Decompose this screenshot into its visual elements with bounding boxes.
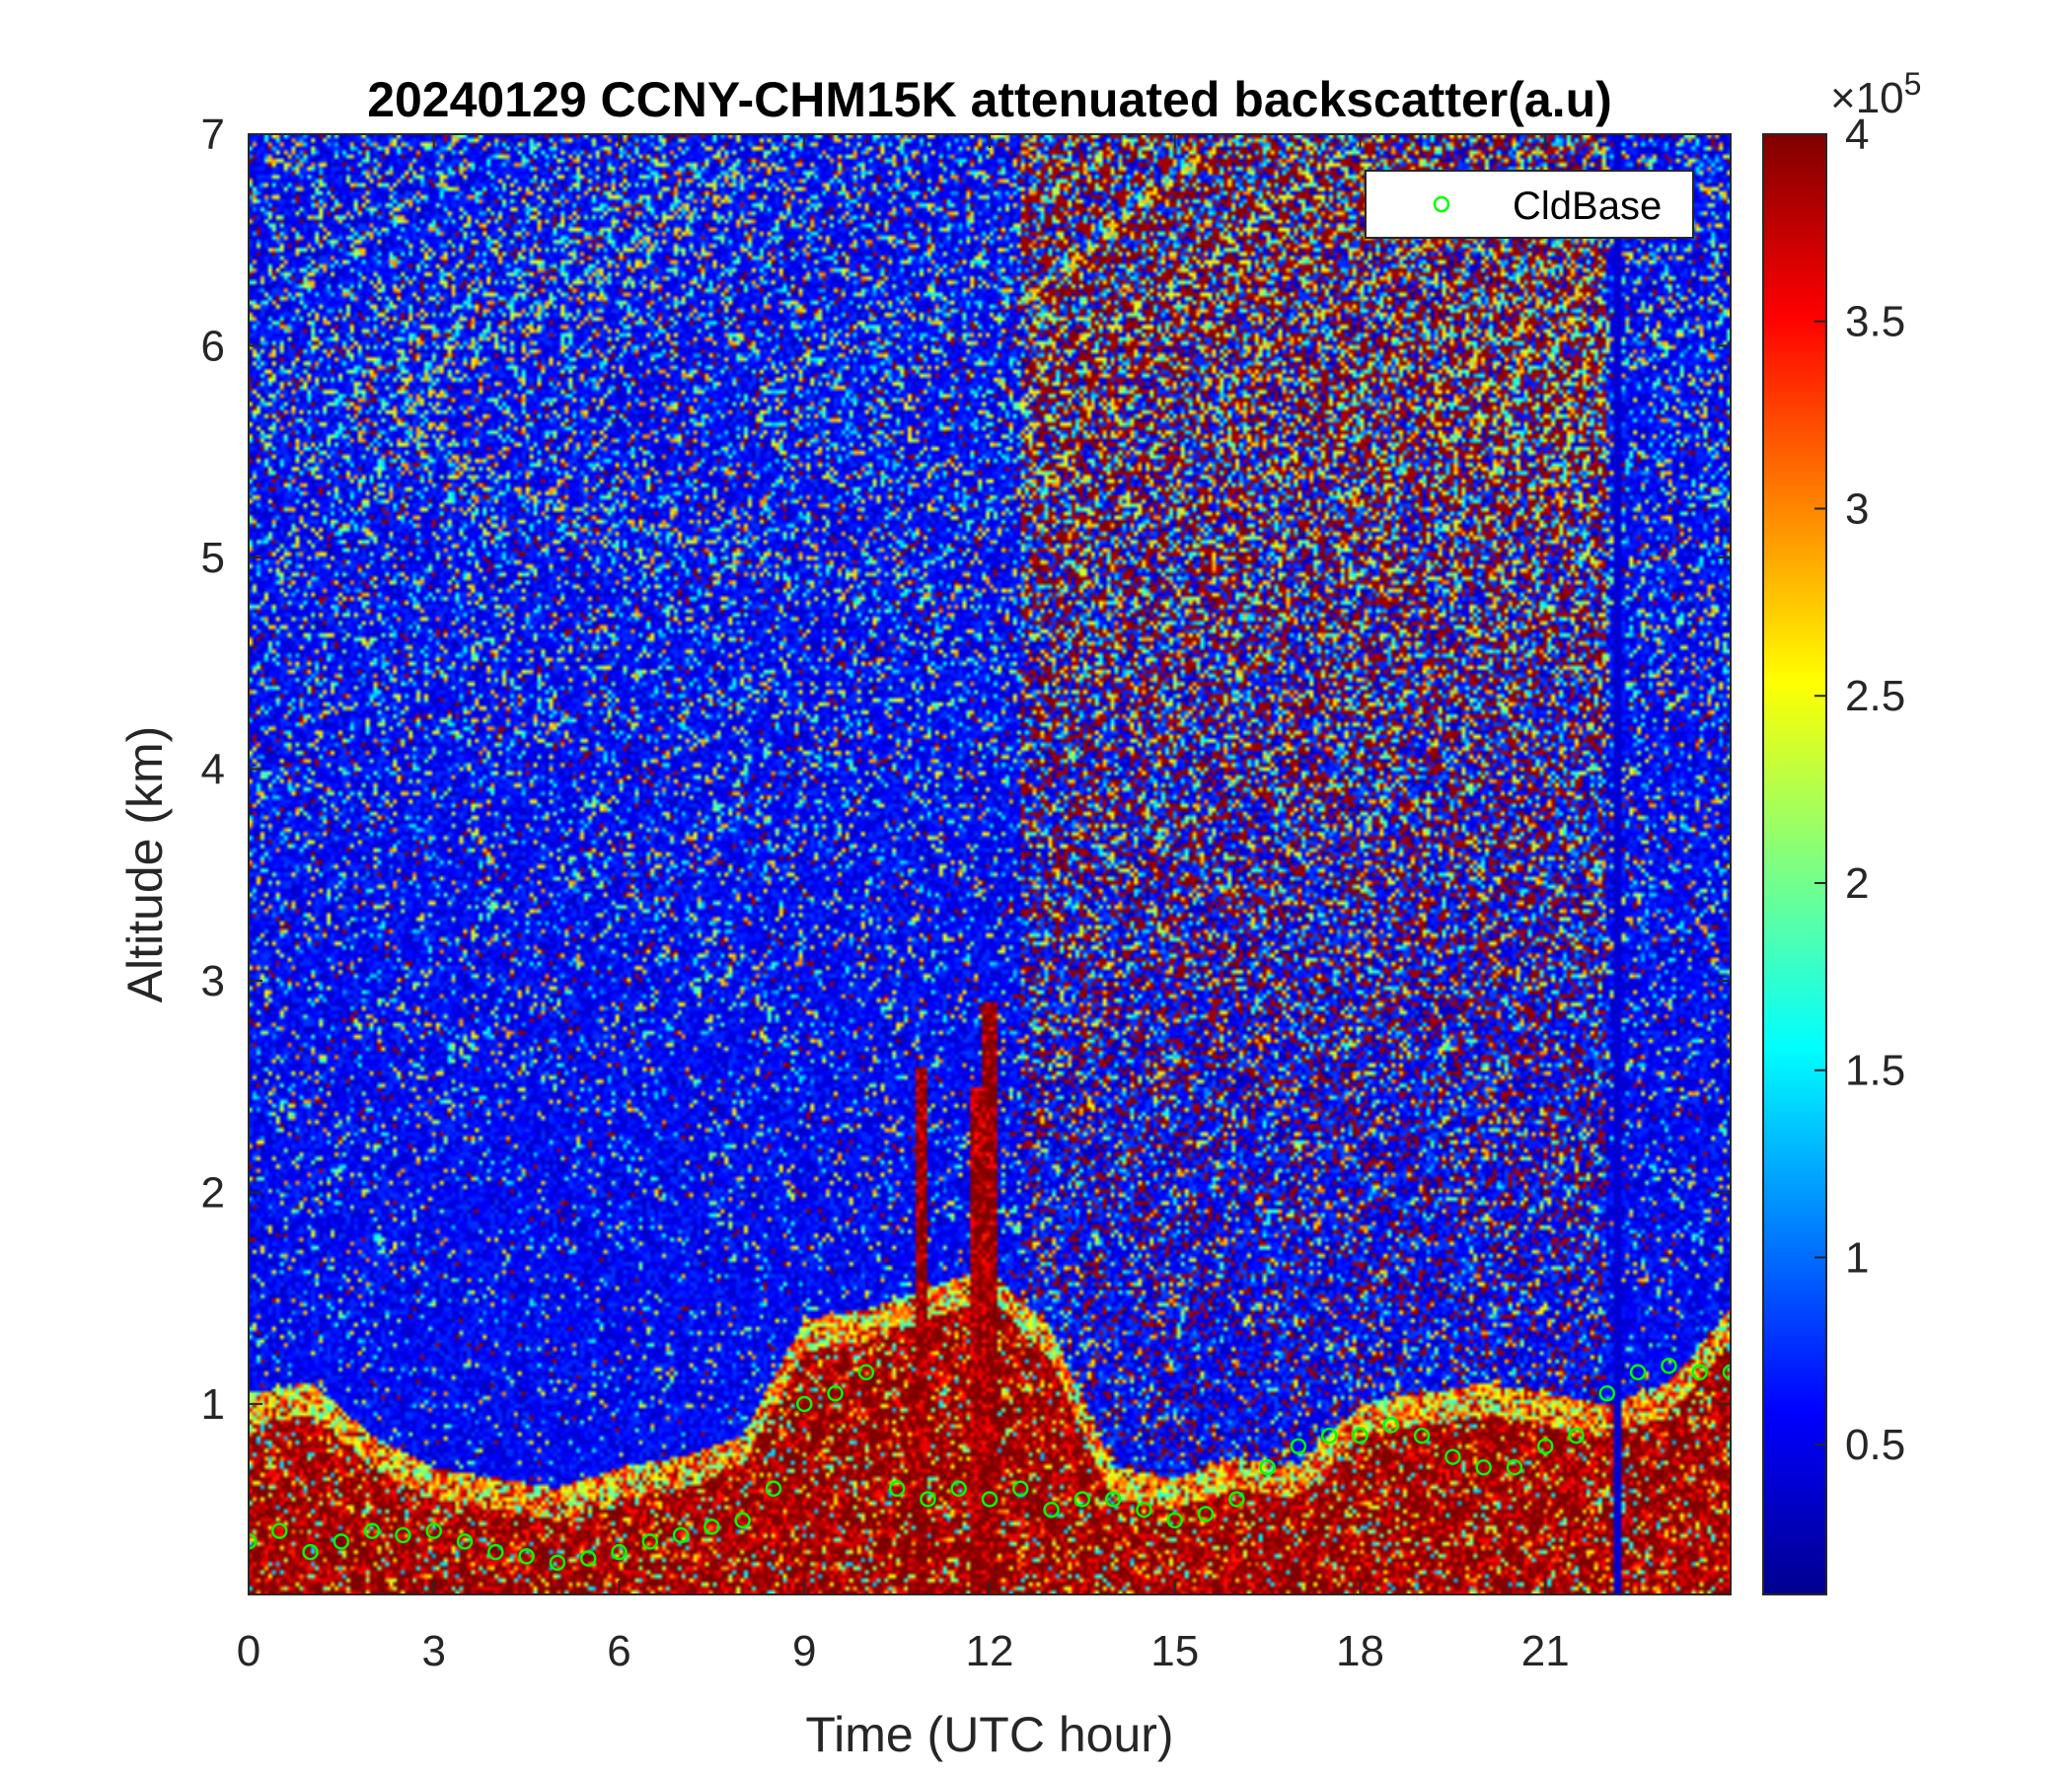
- cldbase-point: [1228, 1491, 1245, 1508]
- cldbase-point: [827, 1384, 844, 1402]
- y-tick-label: 6: [201, 322, 225, 370]
- colorbar-fill: [1762, 133, 1827, 1595]
- cldbase-point: [1043, 1501, 1060, 1518]
- cldbase-point: [1568, 1427, 1585, 1444]
- cldbase-point: [456, 1533, 474, 1550]
- colorbar-tick-label: 1: [1845, 1233, 1869, 1282]
- cldbase-point: [579, 1550, 597, 1567]
- cldbase-point: [1629, 1364, 1647, 1381]
- cldbase-point: [950, 1480, 967, 1498]
- cldbase-point: [1506, 1459, 1523, 1476]
- cldbase-point: [981, 1491, 999, 1508]
- cldbase-point: [888, 1480, 906, 1498]
- cldbase-point: [1691, 1364, 1708, 1381]
- y-tick-label: 5: [201, 534, 225, 582]
- chart-title: 20240129 CCNY-CHM15K attenuated backscat…: [367, 72, 1612, 127]
- legend-box: [1365, 170, 1694, 239]
- x-tick-label: 3: [422, 1627, 446, 1675]
- cldbase-point: [549, 1554, 566, 1572]
- cldbase-point: [1104, 1491, 1122, 1508]
- cldbase-point: [1073, 1491, 1091, 1508]
- cldbase-point: [734, 1512, 751, 1529]
- y-axis-label: Altitude (km): [117, 726, 173, 1003]
- cldbase-point: [333, 1533, 350, 1550]
- cldbase-point: [672, 1526, 690, 1544]
- cldbase-point: [1598, 1384, 1616, 1402]
- x-tick-label: 12: [966, 1627, 1014, 1675]
- cldbase-point: [703, 1518, 720, 1535]
- cldbase-point: [249, 1533, 258, 1550]
- colorbar-tick-label: 3.5: [1845, 298, 1905, 346]
- cldbase-point: [302, 1543, 319, 1561]
- cldbase-point: [363, 1522, 381, 1539]
- legend-label-cldbase: CldBase: [1513, 185, 1662, 228]
- colorbar-tick-label: 0.5: [1845, 1421, 1905, 1469]
- cldbase-point: [1012, 1480, 1029, 1498]
- cldbase-point: [271, 1522, 288, 1539]
- x-axis: 0 3 6 9 12 15 18 21: [237, 134, 1570, 1675]
- backscatter-heatmap: [249, 134, 1731, 1594]
- x-tick-label: 9: [792, 1627, 816, 1675]
- cldbase-point: [1475, 1459, 1492, 1476]
- cldbase-point: [1444, 1448, 1461, 1465]
- y-tick-label: 7: [201, 111, 225, 159]
- colorbar-tick-label: 2.5: [1845, 672, 1905, 720]
- colorbar-multiplier-base: ×10: [1830, 74, 1904, 122]
- cldbase-point: [1661, 1358, 1677, 1374]
- x-tick-label: 6: [607, 1627, 630, 1675]
- y-axis: 1 2 3 4 5 6 7: [201, 111, 1731, 1429]
- colorbar-multiplier: ×105: [1830, 66, 1921, 122]
- colorbar-multiplier-exponent: 5: [1904, 66, 1922, 102]
- cldbase-point: [395, 1526, 411, 1544]
- cldbase-point: [1320, 1427, 1338, 1444]
- cldbase-point: [611, 1543, 628, 1561]
- cldbase-point: [425, 1522, 442, 1539]
- colorbar-tick-label: 2: [1845, 859, 1869, 908]
- x-tick-label: 21: [1521, 1627, 1570, 1675]
- cldbase-point: [765, 1480, 782, 1498]
- cldbase-point: [1413, 1427, 1431, 1444]
- cldbase-point: [518, 1548, 535, 1565]
- colorbar-tick-label: 1.5: [1845, 1047, 1905, 1095]
- cldbase-point: [857, 1364, 875, 1381]
- cldbase-point: [796, 1395, 813, 1413]
- legend: CldBase: [1365, 170, 1694, 239]
- cldbase-point: [641, 1533, 659, 1550]
- y-tick-label: 2: [201, 1168, 225, 1217]
- cldbase-point: [1537, 1438, 1554, 1455]
- cldbase-series: [249, 1358, 1731, 1572]
- cldbase-point: [1166, 1512, 1183, 1529]
- y-tick-label: 3: [201, 957, 225, 1005]
- x-tick-label: 18: [1336, 1627, 1384, 1675]
- cldbase-point: [1382, 1417, 1400, 1434]
- y-tick-label: 4: [201, 745, 225, 793]
- cldbase-point: [920, 1491, 936, 1508]
- cldbase-point: [1136, 1501, 1152, 1518]
- colorbar: 0.5 1 1.5 2 2.5 3 3.5 4 ×105: [1762, 66, 1921, 1595]
- heatmap-image: [249, 134, 1731, 1594]
- cldbase-point: [1259, 1459, 1276, 1476]
- y-tick-label: 1: [201, 1380, 225, 1429]
- x-tick-label: 15: [1150, 1627, 1199, 1675]
- cldbase-point: [1290, 1438, 1307, 1455]
- colorbar-tick-label: 4: [1845, 111, 1869, 159]
- x-tick-label: 0: [237, 1627, 260, 1675]
- colorbar-tick-label: 3: [1845, 484, 1869, 533]
- cldbase-point: [1352, 1427, 1369, 1444]
- cldbase-point: [487, 1543, 504, 1561]
- cldbase-point: [1722, 1364, 1731, 1381]
- colorbar-ticks: 0.5 1 1.5 2 2.5 3 3.5 4: [1814, 111, 1905, 1469]
- legend-marker-cldbase: [1433, 195, 1450, 213]
- x-axis-label: Time (UTC hour): [805, 1707, 1173, 1762]
- cldbase-point: [1197, 1506, 1215, 1522]
